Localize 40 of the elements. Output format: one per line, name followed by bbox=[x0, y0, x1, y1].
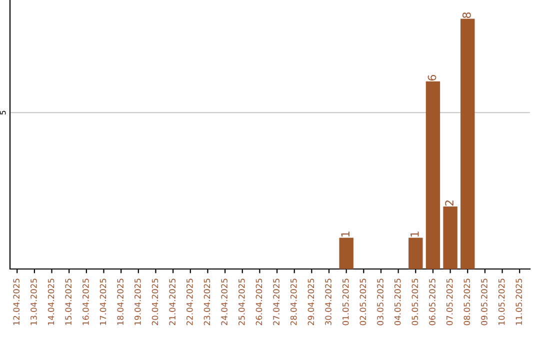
x-tick-label: 23.04.2025 bbox=[204, 278, 210, 326]
x-tick-label: 16.04.2025 bbox=[82, 278, 89, 325]
x-tick-label: 22.04.2025 bbox=[186, 278, 193, 326]
x-tick-label: 18.04.2025 bbox=[117, 278, 124, 325]
data-label: 2 bbox=[445, 200, 454, 206]
x-tick-label: 03.05.2025 bbox=[377, 278, 384, 326]
x-tick-label: 04.05.2025 bbox=[394, 278, 401, 326]
bar bbox=[408, 238, 423, 269]
x-tick-label: 06.05.2025 bbox=[429, 278, 436, 326]
x-tick-label: 11.05.2025 bbox=[516, 278, 522, 325]
x-tick-label: 13.04.2025 bbox=[30, 278, 37, 325]
x-tick-label: 21.04.2025 bbox=[169, 278, 176, 326]
data-label: 1 bbox=[341, 232, 350, 236]
x-tick-label: 29.04.2025 bbox=[308, 278, 314, 326]
data-label: 8 bbox=[462, 12, 471, 18]
x-tick-label: 19.04.2025 bbox=[134, 278, 141, 325]
x-tick-label: 17.04.2025 bbox=[100, 278, 106, 325]
x-tick-label: 14.04.2025 bbox=[48, 278, 54, 325]
x-tick-label: 27.04.2025 bbox=[273, 278, 280, 326]
data-label: 6 bbox=[428, 74, 436, 81]
bar bbox=[339, 238, 354, 269]
x-tick-label: 26.04.2025 bbox=[256, 278, 262, 326]
x-tick-label: 08.05.2025 bbox=[464, 278, 470, 326]
x-tick-label: 07.05.2025 bbox=[446, 278, 453, 326]
x-tick-label: 12.04.2025 bbox=[13, 278, 20, 325]
x-tick-label: 30.04.2025 bbox=[325, 278, 332, 326]
x-tick-label: 20.04.2025 bbox=[152, 278, 158, 326]
x-tick-label: 10.05.2025 bbox=[498, 278, 505, 325]
bar bbox=[443, 206, 458, 269]
x-tick-label: 09.05.2025 bbox=[481, 278, 488, 326]
x-tick-label: 24.04.2025 bbox=[221, 278, 228, 326]
x-tick-label: 01.05.2025 bbox=[342, 278, 349, 326]
x-tick-label: 28.04.2025 bbox=[290, 278, 297, 326]
x-tick-label: 05.05.2025 bbox=[412, 278, 418, 326]
bar bbox=[460, 18, 475, 269]
x-tick-label: 02.05.2025 bbox=[360, 278, 366, 326]
x-tick-label: 25.04.2025 bbox=[238, 278, 245, 326]
bar bbox=[426, 81, 440, 269]
x-tick-label: 15.04.2025 bbox=[65, 278, 72, 325]
data-label: 1 bbox=[410, 232, 419, 236]
